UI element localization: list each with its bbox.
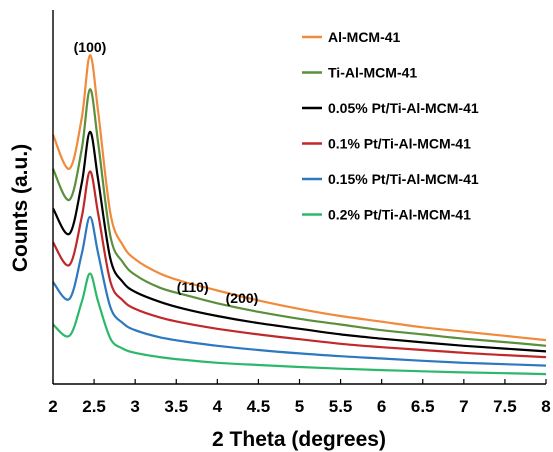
series-line-1 — [51, 54, 547, 342]
annotations-layer: (100) (110) (200) — [74, 39, 259, 306]
x-tick-label: 3.5 — [164, 397, 188, 416]
series-line-3 — [52, 130, 547, 353]
x-tick-label: 2 — [48, 397, 57, 416]
peak-annotation: (110) — [177, 279, 209, 295]
y-axis-title: Counts (a.u.) — [9, 144, 32, 272]
x-tick-label: 2.5 — [82, 397, 106, 416]
legend-label: 0.2% Pt/Ti-Al-MCM-41 — [328, 207, 471, 223]
legend-label: 0.15% Pt/Ti-Al-MCM-41 — [328, 171, 479, 187]
x-tick-label: 5.5 — [329, 397, 353, 416]
series-layer — [51, 54, 547, 376]
x-tick-label: 5 — [295, 397, 304, 416]
series-line-5 — [52, 215, 547, 367]
ticks-layer: 2 2.5 3 3.5 4 4.5 5 5.5 6 6.5 7 7.5 8 — [48, 379, 551, 416]
x-axis-title: 2 Theta (degrees) — [212, 428, 386, 451]
legend-label: Ti-Al-MCM-41 — [328, 65, 417, 81]
legend-label: 0.05% Pt/Ti-Al-MCM-41 — [328, 100, 479, 116]
x-tick-label: 4.5 — [247, 397, 271, 416]
series-line-2 — [51, 88, 547, 347]
legend-label: Al-MCM-41 — [328, 29, 401, 45]
peak-annotation: (200) — [226, 290, 259, 306]
x-tick-label: 6.5 — [411, 397, 435, 416]
x-tick-label: 3 — [130, 397, 139, 416]
x-tick-label: 7.5 — [493, 397, 517, 416]
legend-label: 0.1% Pt/Ti-Al-MCM-41 — [328, 136, 471, 152]
x-tick-label: 7 — [459, 397, 468, 416]
x-tick-label: 4 — [213, 397, 223, 416]
series-line-4 — [52, 170, 547, 359]
legend: Al-MCM-41 Ti-Al-MCM-41 0.05% Pt/Ti-Al-MCM-… — [302, 29, 479, 223]
series-line-6 — [52, 272, 547, 376]
x-tick-label: 6 — [377, 397, 386, 416]
x-tick-label: 8 — [541, 397, 550, 416]
peak-annotation: (100) — [74, 39, 107, 55]
